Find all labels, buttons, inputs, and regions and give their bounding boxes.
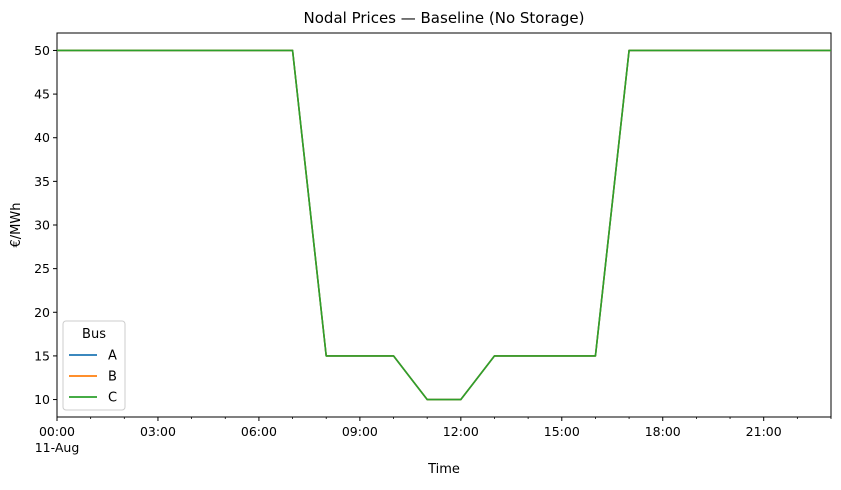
- legend-label-c: C: [108, 391, 117, 406]
- y-tick-label: 50: [34, 43, 50, 58]
- x-axis-title: Time: [427, 462, 460, 477]
- x-tick-label: 21:00: [746, 424, 782, 439]
- y-tick-label: 10: [34, 392, 50, 407]
- x-tick-label: 03:00: [140, 424, 176, 439]
- legend-box: [62, 320, 126, 411]
- series-line-c: [57, 49, 831, 401]
- chart-title: Nodal Prices — Baseline (No Storage): [304, 9, 585, 27]
- y-tick-label: 35: [34, 174, 50, 189]
- series-lines: [57, 49, 831, 401]
- x-tick-label: 06:00: [241, 424, 277, 439]
- y-tick-label: 15: [34, 348, 50, 363]
- legend: Bus ABC: [62, 320, 126, 411]
- y-tick-label: 40: [34, 130, 50, 145]
- plot-area: [56, 32, 832, 418]
- legend-label-a: A: [108, 349, 117, 364]
- x-date-label: 11-Aug: [35, 440, 80, 455]
- x-tick-label: 09:00: [342, 424, 378, 439]
- series-line-a: [57, 49, 831, 401]
- y-tick-label: 20: [34, 305, 50, 320]
- x-tick-label: 18:00: [645, 424, 681, 439]
- legend-label-b: B: [108, 370, 117, 385]
- x-tick-label: 15:00: [544, 424, 580, 439]
- y-tick-label: 25: [34, 261, 50, 276]
- y-axis: 10 15 20 25 30 35 40 45 50: [34, 43, 57, 407]
- x-tick-label: 12:00: [443, 424, 479, 439]
- x-tick-label: 00:00: [39, 424, 75, 439]
- series-line-b: [57, 49, 831, 401]
- y-axis-title: €/MWh: [9, 203, 24, 248]
- y-tick-label: 30: [34, 218, 50, 233]
- y-tick-label: 45: [34, 87, 50, 102]
- legend-title: Bus: [82, 327, 106, 342]
